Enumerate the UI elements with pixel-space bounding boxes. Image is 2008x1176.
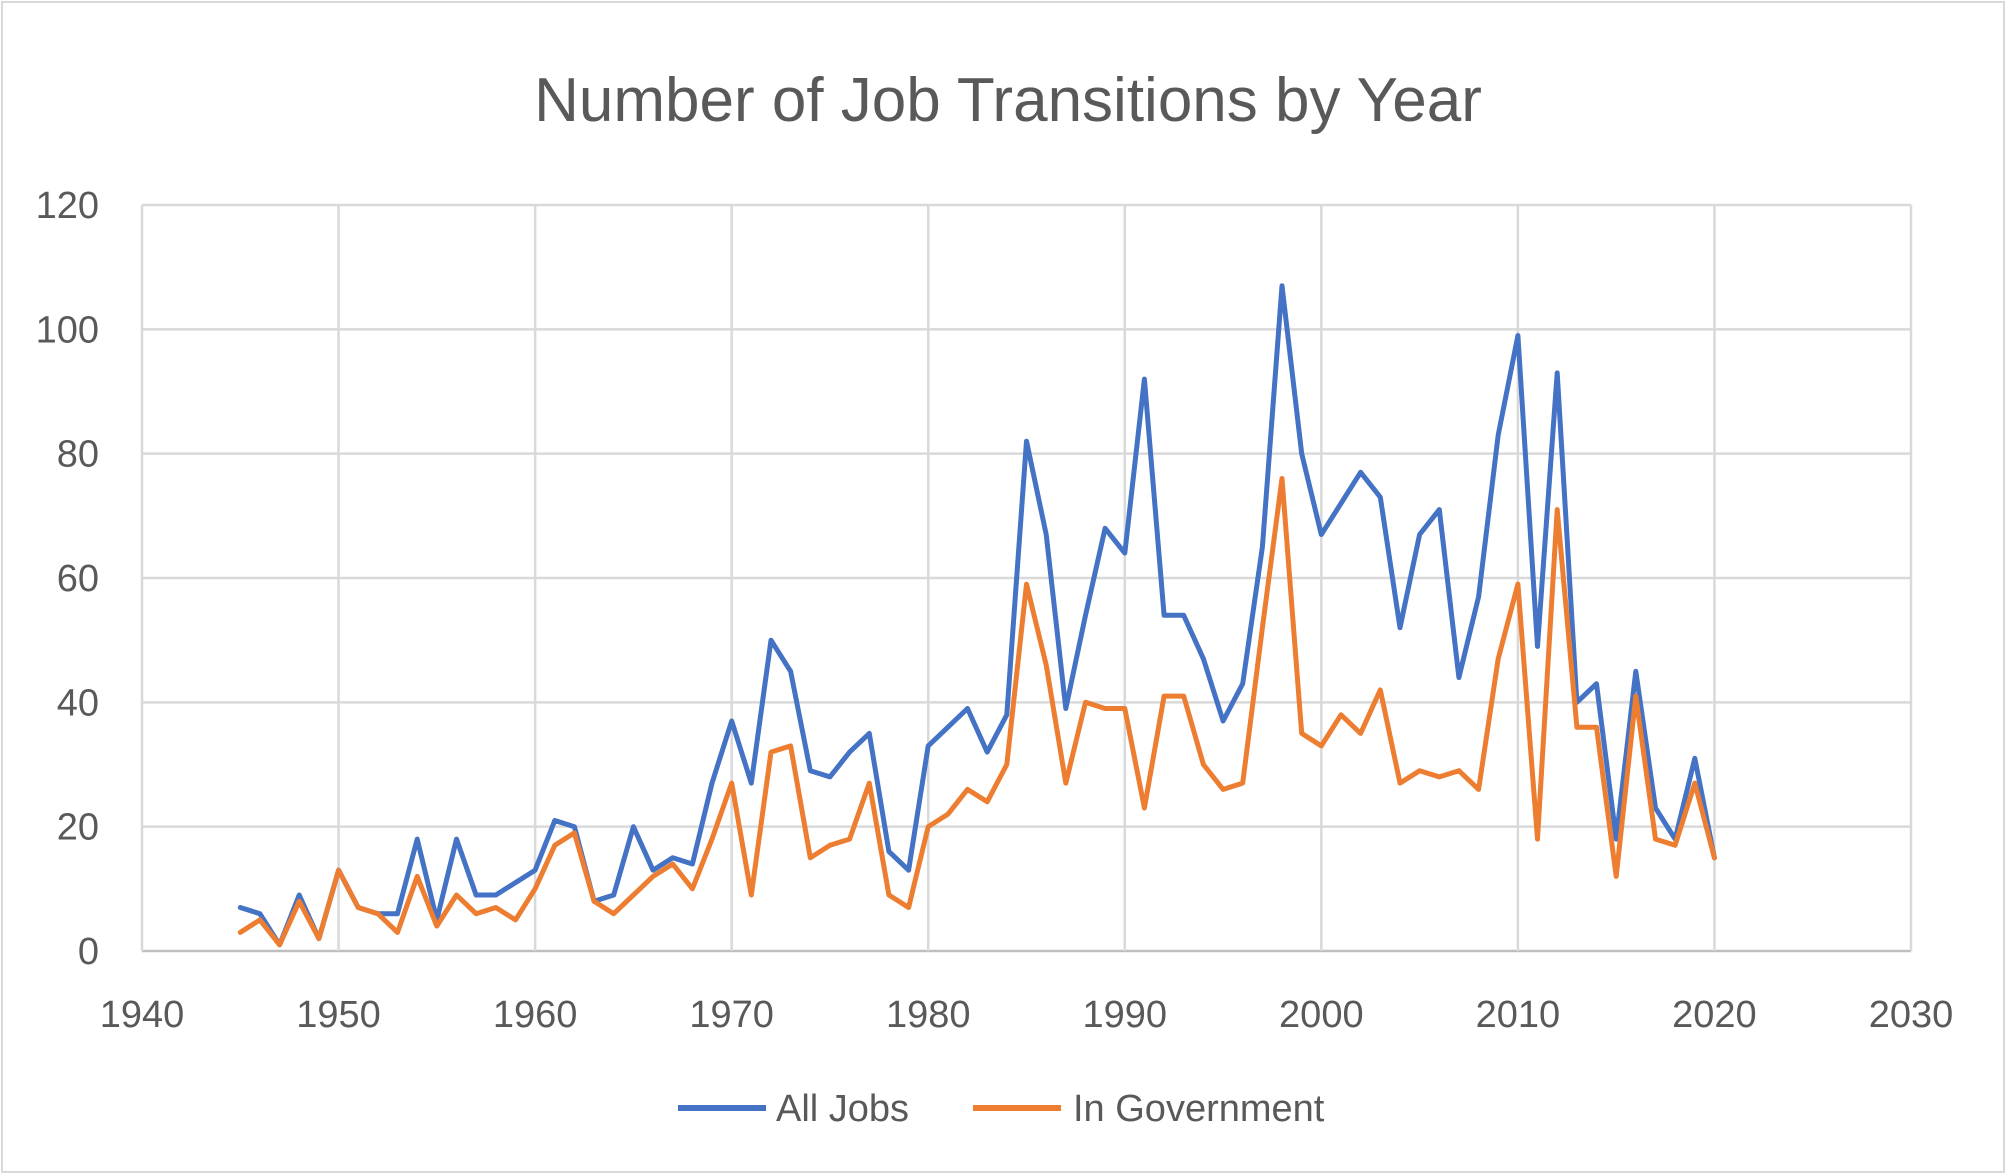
y-axis-ticks: 0 20 40 60 80 100 120 bbox=[36, 185, 99, 973]
x-axis-ticks: 1940 1950 1960 1970 1980 1990 2000 2010 2020 2030 bbox=[100, 994, 1954, 1036]
y-tick-label: 20 bbox=[57, 807, 99, 849]
x-tick-label: 1950 bbox=[296, 994, 381, 1036]
series-lines bbox=[237, 283, 1717, 948]
y-tick-label: 60 bbox=[57, 558, 99, 600]
y-tick-label: 40 bbox=[57, 682, 99, 724]
legend: All Jobs In Government bbox=[678, 1088, 1325, 1130]
x-tick-label: 2020 bbox=[1672, 994, 1757, 1036]
x-tick-label: 1980 bbox=[886, 994, 971, 1036]
line-chart: Number of Job Transitions by Year 0 20 40 6… bbox=[36, 66, 1954, 1130]
gridlines bbox=[140, 203, 1913, 953]
chart-title: Number of Job Transitions by Year bbox=[534, 66, 1482, 135]
y-tick-label: 100 bbox=[36, 309, 99, 351]
x-tick-label: 2030 bbox=[1869, 994, 1954, 1036]
legend-label-in-government: In Government bbox=[1073, 1088, 1325, 1130]
x-tick-label: 1990 bbox=[1083, 994, 1168, 1036]
x-tick-label: 1940 bbox=[100, 994, 185, 1036]
x-tick-label: 1960 bbox=[493, 994, 578, 1036]
x-tick-label: 2000 bbox=[1279, 994, 1364, 1036]
x-tick-label: 1970 bbox=[689, 994, 774, 1036]
series-line-in-government bbox=[237, 476, 1717, 948]
y-tick-label: 0 bbox=[78, 931, 99, 973]
legend-label-all-jobs: All Jobs bbox=[776, 1088, 909, 1130]
y-tick-label: 80 bbox=[57, 434, 99, 476]
y-tick-label: 120 bbox=[36, 185, 99, 227]
x-tick-label: 2010 bbox=[1476, 994, 1561, 1036]
series-line-all-jobs bbox=[237, 283, 1717, 948]
